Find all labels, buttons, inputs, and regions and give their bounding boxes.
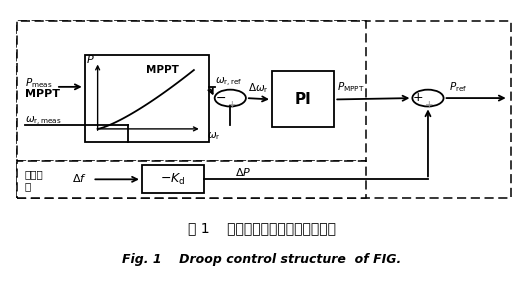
- Bar: [272, 71, 334, 127]
- Text: MPPT: MPPT: [145, 65, 178, 75]
- Bar: [17, 161, 366, 198]
- Text: 下垂控: 下垂控: [25, 169, 43, 179]
- Text: $-$: $-$: [214, 91, 226, 104]
- Text: MPPT: MPPT: [25, 89, 60, 99]
- Text: $\omega_\mathrm{r,ref}$: $\omega_\mathrm{r,ref}$: [214, 76, 242, 89]
- Text: $\Delta\omega_\mathrm{r}$: $\Delta\omega_\mathrm{r}$: [248, 81, 269, 95]
- Text: 制: 制: [25, 181, 31, 191]
- Text: $P_\mathrm{meas}$: $P_\mathrm{meas}$: [25, 76, 52, 89]
- Bar: [142, 165, 204, 193]
- Text: $-K_\mathrm{d}$: $-K_\mathrm{d}$: [161, 172, 186, 187]
- Text: $\omega_\mathrm{r,meas}$: $\omega_\mathrm{r,meas}$: [25, 115, 62, 128]
- Text: $\Delta f$: $\Delta f$: [72, 172, 86, 184]
- Text: Fig. 1    Droop control structure  of FIG.: Fig. 1 Droop control structure of FIG.: [122, 253, 401, 266]
- Text: $P_\mathrm{ref}$: $P_\mathrm{ref}$: [449, 80, 467, 94]
- Bar: [17, 21, 511, 198]
- Text: $+$: $+$: [226, 99, 236, 110]
- Text: $\omega_\mathrm{r}$: $\omega_\mathrm{r}$: [207, 130, 221, 142]
- Text: $+$: $+$: [424, 99, 434, 110]
- Text: 图 1    双馈风机下垂控制结构示意图: 图 1 双馈风机下垂控制结构示意图: [188, 221, 335, 235]
- Text: $+$: $+$: [412, 91, 424, 104]
- Text: PI: PI: [295, 92, 312, 107]
- Text: $P$: $P$: [86, 53, 95, 65]
- Bar: [85, 55, 210, 142]
- Bar: [17, 21, 366, 161]
- Text: $\Delta P$: $\Delta P$: [235, 166, 252, 178]
- Text: $P_\mathrm{MPPT}$: $P_\mathrm{MPPT}$: [337, 80, 365, 94]
